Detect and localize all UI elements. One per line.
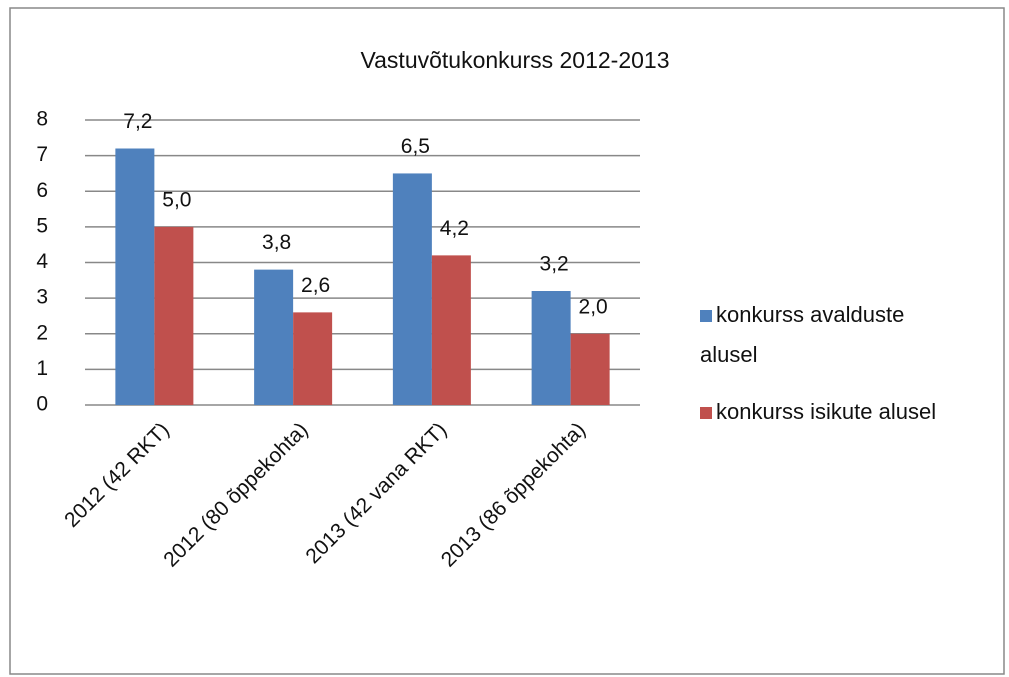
bar xyxy=(570,333,610,405)
legend-swatch xyxy=(700,407,712,420)
legend-swatch xyxy=(700,310,712,323)
y-tick-label: 0 xyxy=(36,393,48,416)
value-label: 3,2 xyxy=(540,253,569,276)
legend-label: konkurss isikute alusel xyxy=(716,399,937,424)
value-label: 5,0 xyxy=(162,188,191,211)
y-tick-label: 2 xyxy=(36,321,48,344)
value-label: 3,8 xyxy=(262,231,291,254)
bar xyxy=(531,291,571,405)
bar xyxy=(392,173,432,405)
bar xyxy=(154,226,194,405)
y-tick-label: 7 xyxy=(36,143,48,166)
chart-border xyxy=(9,7,1005,675)
y-tick-label: 6 xyxy=(36,179,48,202)
value-label: 7,2 xyxy=(123,110,152,133)
legend-item: konkurss isikute alusel xyxy=(700,392,960,432)
y-tick-label: 8 xyxy=(36,108,48,131)
x-tick-label: 2012 (42 RKT) xyxy=(60,418,174,532)
value-label: 6,5 xyxy=(401,135,430,158)
bar xyxy=(431,255,471,405)
bar xyxy=(115,148,155,405)
value-label: 2,0 xyxy=(579,295,608,318)
x-tick-label: 2013 (42 vana RKT) xyxy=(301,418,451,568)
bar xyxy=(254,269,294,405)
value-label: 2,6 xyxy=(301,274,330,297)
y-tick-label: 5 xyxy=(36,214,48,237)
y-tick-label: 4 xyxy=(36,250,48,273)
y-tick-label: 3 xyxy=(36,286,48,309)
bar xyxy=(293,312,333,405)
x-tick-label: 2013 (86 õppekohta) xyxy=(437,418,590,571)
value-label: 4,2 xyxy=(440,217,469,240)
legend-label: konkurss avalduste alusel xyxy=(700,302,905,367)
x-tick-label: 2012 (80 õppekohta) xyxy=(159,418,312,571)
chart-title: Vastuvõtukonkurss 2012-2013 xyxy=(361,47,670,73)
y-tick-label: 1 xyxy=(36,357,48,380)
legend-item: konkurss avalduste alusel xyxy=(700,295,960,375)
